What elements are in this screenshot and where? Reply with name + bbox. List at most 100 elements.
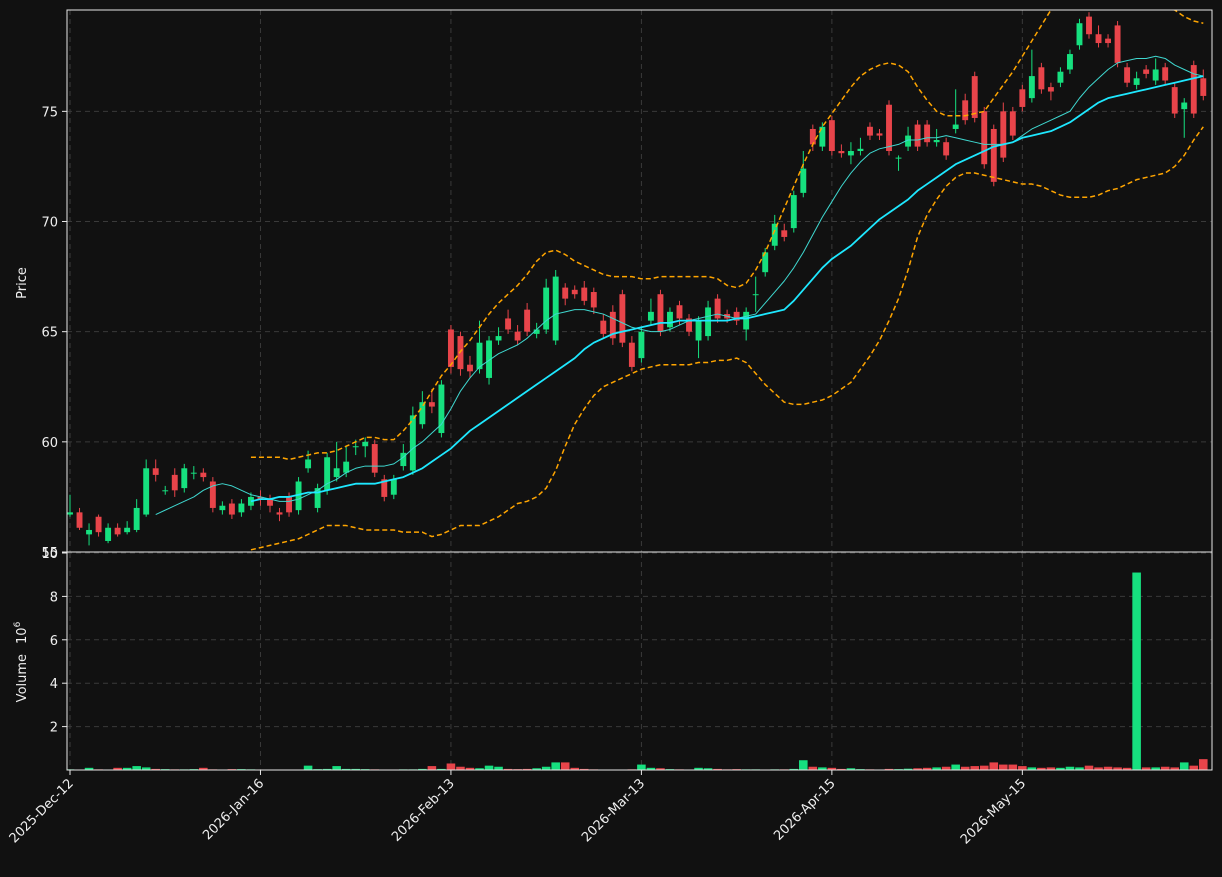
- candle-body: [448, 329, 454, 366]
- candle-body: [1181, 103, 1187, 110]
- candle-body: [953, 125, 959, 129]
- candle-body: [877, 133, 883, 135]
- candle-body: [857, 149, 863, 151]
- candle-body: [1096, 34, 1102, 43]
- candle-body: [143, 468, 149, 514]
- candle-body: [696, 321, 702, 341]
- candle-body: [1029, 76, 1035, 98]
- volume-bar: [332, 766, 341, 770]
- candle-body: [753, 294, 759, 295]
- indicator-line: [251, 76, 1203, 501]
- volume-bar: [989, 762, 998, 770]
- candle-body: [105, 528, 111, 541]
- candle-body: [334, 468, 340, 477]
- volume-bar: [447, 763, 456, 770]
- candle-body: [67, 512, 73, 514]
- candle-body: [991, 129, 997, 182]
- candle-body: [372, 444, 378, 473]
- candle-body: [1115, 25, 1121, 62]
- candle-body: [515, 332, 521, 341]
- candle-body: [267, 499, 273, 506]
- y-tick-label: 60: [41, 436, 58, 451]
- candle-body: [1019, 89, 1025, 107]
- candle-body: [553, 277, 559, 341]
- candle-body: [867, 127, 873, 136]
- candle-body: [1191, 65, 1197, 113]
- candle-body: [810, 129, 816, 144]
- candle-body: [124, 528, 130, 532]
- candle-body: [677, 305, 683, 318]
- volume-bar: [951, 765, 960, 770]
- volume-tick-label: 6: [50, 634, 58, 649]
- volume-bar: [999, 765, 1008, 770]
- volume-bar: [637, 765, 646, 770]
- price-frame: [67, 10, 1212, 552]
- candle-body: [286, 497, 292, 512]
- volume-bar: [551, 762, 560, 770]
- candle-body: [181, 468, 187, 488]
- candle-body: [657, 294, 663, 331]
- candle-body: [705, 307, 711, 336]
- volume-bar: [1132, 573, 1141, 770]
- candle-body: [1057, 72, 1063, 83]
- candle-body: [591, 292, 597, 307]
- candle-body: [429, 402, 435, 406]
- candle-body: [1172, 87, 1178, 113]
- volume-bar: [132, 766, 141, 770]
- candle-body: [791, 195, 797, 228]
- candle-body: [391, 479, 397, 494]
- candle-body: [572, 290, 578, 294]
- candle-body: [1000, 111, 1006, 157]
- candle-body: [562, 288, 568, 299]
- volume-multiplier-exponent: 6: [13, 621, 23, 627]
- candle-body: [305, 459, 311, 468]
- y-tick-label: 65: [41, 326, 58, 341]
- volume-bar: [1009, 765, 1018, 770]
- candle-body: [1200, 78, 1206, 96]
- volume-bar: [561, 762, 570, 770]
- candle-body: [581, 288, 587, 301]
- y-tick-label: 70: [41, 216, 58, 231]
- candle-body: [1134, 78, 1140, 85]
- candle-body: [619, 294, 625, 342]
- candle-body: [496, 336, 502, 340]
- candle-body: [343, 462, 349, 473]
- candle-body: [638, 332, 644, 358]
- candle-body: [238, 504, 244, 513]
- candle-body: [362, 442, 368, 446]
- candle-body: [134, 508, 140, 530]
- candle-body: [172, 475, 178, 490]
- indicator-line: [156, 56, 1204, 514]
- candle-body: [743, 312, 749, 330]
- candle-body: [200, 473, 206, 477]
- volume-bar: [970, 766, 979, 770]
- candle-body: [524, 310, 530, 332]
- grid-layer: [67, 10, 1212, 770]
- volume-bar: [1180, 762, 1189, 770]
- volume-tick-label: 10: [41, 547, 58, 562]
- candle-body: [981, 111, 987, 164]
- candle-body: [848, 151, 854, 155]
- candle-body: [162, 490, 168, 491]
- candle-body: [77, 512, 83, 527]
- candle-body: [915, 125, 921, 147]
- candle-body: [219, 506, 225, 510]
- candle-body: [1067, 54, 1073, 69]
- labels: Price Volume106 55606570752468102025-Dec…: [7, 105, 1029, 847]
- volume-bar: [1199, 759, 1208, 770]
- candle-body: [1048, 87, 1054, 91]
- candle-body: [1143, 69, 1149, 73]
- volume-multiplier-base: 10: [15, 627, 30, 644]
- candle-body: [896, 158, 902, 159]
- volume-tick-label: 4: [50, 677, 58, 692]
- candle-body: [934, 140, 940, 142]
- volume-tick-label: 8: [50, 590, 58, 605]
- candle-body: [648, 312, 654, 321]
- candle-body: [667, 312, 673, 327]
- candle-body: [410, 415, 416, 470]
- candle-body: [505, 318, 511, 329]
- candle-body: [1124, 67, 1130, 82]
- x-tick-label: 2026-Jan-16: [200, 776, 267, 843]
